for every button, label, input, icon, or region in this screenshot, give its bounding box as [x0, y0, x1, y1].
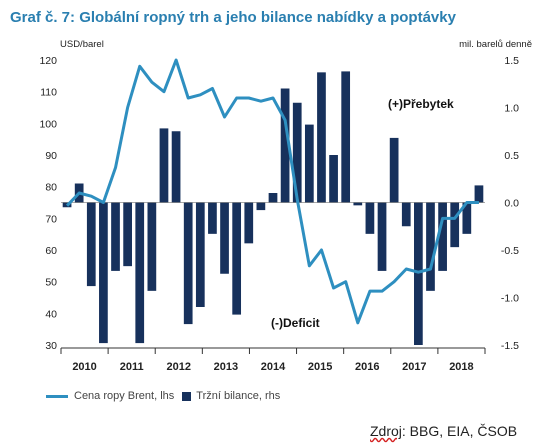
balance-bar: [377, 202, 387, 271]
legend-bar-label: Tržní bilance, rhs: [196, 390, 281, 402]
balance-bar: [256, 202, 266, 211]
year-label: 2014: [261, 361, 286, 373]
year-label: 2017: [402, 361, 426, 373]
balance-bar: [111, 202, 120, 271]
balance-bar: [304, 124, 314, 203]
balance-bar: [99, 202, 108, 344]
balance-bar: [208, 202, 217, 234]
balance-bar: [365, 202, 375, 234]
x-axis: 2010 2011 2012 2013 2014 2015 2016 2017 2018: [60, 347, 486, 373]
left-tick-label: 70: [45, 213, 57, 225]
left-tick-label: 100: [39, 118, 57, 130]
balance-bar: [401, 202, 411, 227]
balance-bar: [135, 202, 145, 344]
legend-bar-swatch: [182, 391, 192, 401]
balance-bar: [462, 202, 472, 234]
balance-bar: [244, 202, 254, 244]
year-label: 2012: [167, 361, 191, 373]
year-label: 2013: [214, 361, 238, 373]
left-axis-ticks: 30 40 50 60 70 80 90 100 110 120: [39, 55, 57, 352]
right-tick-label: 0.0: [504, 198, 519, 210]
balance-bar: [280, 88, 290, 203]
left-tick-label: 50: [45, 277, 57, 289]
left-tick-label: 60: [45, 245, 57, 257]
year-label: 2016: [355, 361, 379, 373]
right-tick-label: -0.5: [501, 245, 519, 257]
balance-bar: [329, 155, 338, 203]
balance-bar: [474, 185, 484, 203]
balance-bar: [159, 128, 169, 203]
chart-title: Graf č. 7: Globální ropný trh a jeho bil…: [10, 9, 456, 26]
left-tick-label: 110: [40, 87, 57, 99]
balance-bar: [123, 202, 132, 267]
source-label: Zdroj: [370, 423, 402, 439]
source-rest: : BBG, EIA, ČSOB: [401, 423, 518, 439]
balance-bar: [147, 202, 157, 291]
right-axis-unit: mil. barelů denně: [459, 39, 532, 50]
left-tick-label: 30: [45, 340, 57, 352]
left-tick-label: 90: [45, 150, 57, 162]
year-label: 2015: [308, 361, 332, 373]
balance-bar: [220, 202, 229, 274]
deficit-annotation: (-)Deficit: [271, 316, 320, 330]
balance-bar: [195, 202, 205, 307]
right-tick-label: 0.5: [504, 150, 519, 162]
surplus-annotation: (+)Přebytek: [388, 97, 454, 111]
balance-bar: [438, 202, 447, 271]
left-tick-label: 120: [39, 55, 57, 67]
balance-bar: [450, 202, 460, 248]
balance-bar: [171, 131, 181, 203]
source-note: Zdroj: BBG, EIA, ČSOB: [370, 423, 517, 439]
left-axis-unit: USD/barel: [60, 39, 104, 50]
right-axis-ticks: -1.5 -1.0 -0.5 0.0 0.5 1.0 1.5: [501, 55, 519, 352]
right-tick-label: 1.5: [504, 55, 519, 67]
balance-bar: [183, 202, 193, 325]
legend-line-label: Cena ropy Brent, lhs: [74, 390, 175, 402]
balance-bar: [341, 71, 351, 203]
price-line-series: [65, 58, 479, 325]
legend: Cena ropy Brent, lhs Tržní bilance, rhs: [46, 390, 280, 402]
left-tick-label: 80: [45, 182, 57, 194]
balance-bar: [268, 193, 278, 203]
balance-bar: [353, 202, 363, 206]
right-tick-label: 1.0: [504, 103, 519, 115]
balance-bar: [232, 202, 242, 315]
balance-bar: [292, 102, 302, 203]
year-label: 2018: [449, 361, 473, 373]
balance-bar: [426, 202, 435, 291]
year-label: 2010: [72, 361, 96, 373]
legend-line-swatch: [46, 394, 68, 398]
bar-series: [62, 71, 484, 345]
right-tick-label: -1.0: [501, 293, 519, 305]
right-tick-label: -1.5: [501, 340, 519, 352]
left-tick-label: 40: [45, 308, 57, 320]
balance-bar: [317, 72, 326, 203]
axis-units: USD/barel mil. barelů denně: [60, 39, 532, 50]
balance-bar: [389, 137, 399, 203]
balance-bar: [86, 202, 96, 287]
balance-bar: [414, 202, 423, 345]
year-label: 2011: [120, 361, 144, 373]
